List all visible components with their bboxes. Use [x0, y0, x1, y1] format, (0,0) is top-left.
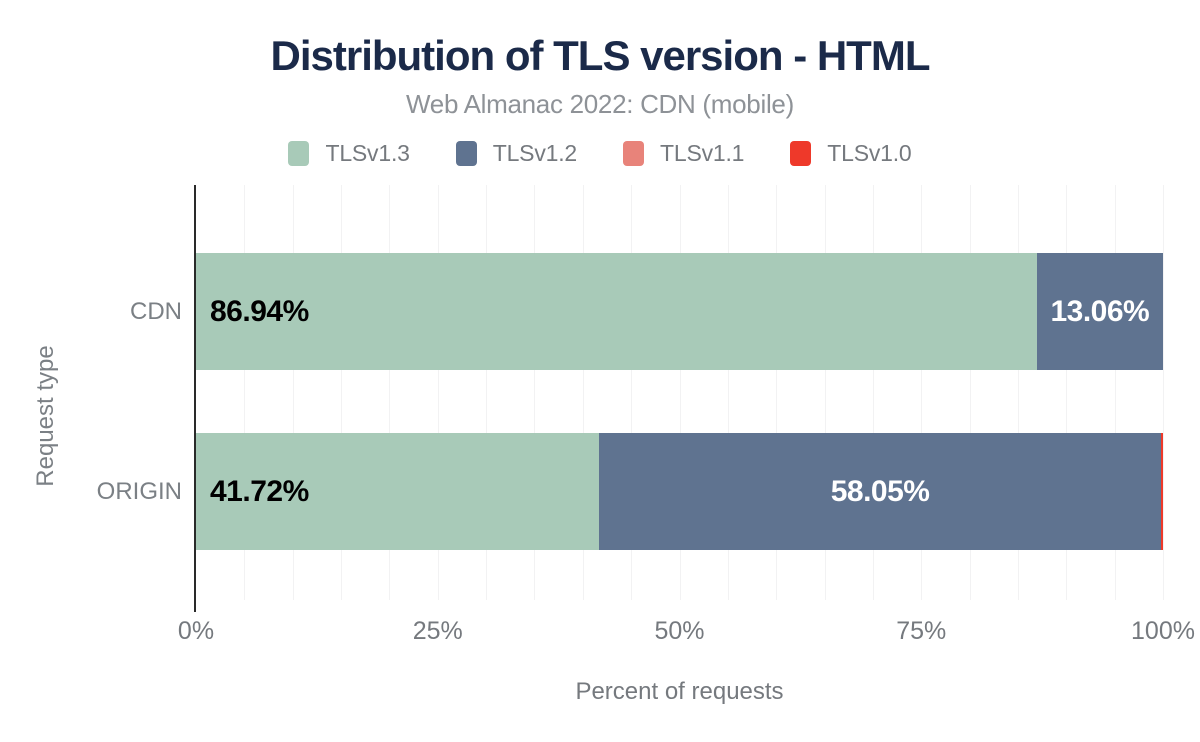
gridline-90pct	[1066, 185, 1068, 600]
bar-origin: 41.72% 58.05%	[196, 433, 1163, 550]
legend-label-tlsv1.3: TLSv1.3	[325, 140, 410, 166]
x-tick-label-50: 50%	[654, 617, 705, 645]
gridline-70pct	[872, 185, 874, 600]
chart-title: Distribution of TLS version - HTML	[270, 32, 931, 79]
gridline-55pct	[727, 185, 729, 600]
gridline-100pct	[1163, 185, 1164, 600]
gridline-75pct	[921, 185, 923, 600]
data-label-origin-tlsv1.3: 41.72%	[210, 474, 309, 508]
gridline-25pct	[437, 185, 439, 600]
y-category-label-cdn: CDN	[130, 297, 182, 325]
legend-swatch-tlsv1.1	[623, 141, 644, 166]
gridline-45pct	[631, 185, 633, 600]
legend-item-tlsv1.0: TLSv1.0	[790, 140, 912, 167]
data-label-origin-tlsv1.2: 58.05%	[830, 474, 930, 508]
bar-segment-origin-tlsv1.3: 41.72%	[196, 433, 600, 550]
plot-area: 86.94% 13.06% 41.72% 58.05%	[196, 185, 1164, 600]
gridline-40pct	[582, 185, 584, 600]
gridline-30pct	[486, 185, 488, 600]
legend-item-tlsv1.2: TLSv1.2	[455, 140, 577, 167]
legend-swatch-tlsv1.2	[455, 141, 477, 166]
gridline-50pct	[679, 185, 681, 600]
x-tick-label-75: 75%	[896, 617, 947, 645]
gridline-10pct	[292, 185, 294, 600]
gridline-85pct	[1017, 185, 1019, 600]
y-axis-line	[194, 185, 196, 612]
gridline-35pct	[534, 185, 536, 600]
legend-label-tlsv1.0: TLSv1.0	[827, 140, 912, 166]
gridline-65pct	[824, 185, 826, 600]
legend-item-tlsv1.3: TLSv1.3	[288, 140, 410, 167]
gridline-80pct	[969, 185, 971, 600]
y-category-label-origin: ORIGIN	[96, 477, 182, 505]
x-tick-label-0: 0%	[177, 617, 215, 645]
x-tick-label-25: 25%	[412, 617, 463, 645]
legend-swatch-tlsv1.3	[288, 141, 310, 166]
legend-label-tlsv1.2: TLSv1.2	[492, 140, 577, 166]
legend-swatch-tlsv1.0	[790, 141, 812, 166]
bar-segment-cdn-tlsv1.3: 86.94%	[196, 253, 1037, 370]
legend: TLSv1.3 TLSv1.2 TLSv1.1 TLSv1.0	[0, 140, 1200, 167]
bar-cdn: 86.94% 13.06%	[196, 253, 1163, 370]
bar-segment-origin-tlsv1.2: 58.05%	[599, 433, 1161, 550]
y-axis-title: Request type	[32, 345, 59, 487]
chart-subtitle: Web Almanac 2022: CDN (mobile)	[406, 89, 794, 119]
legend-label-tlsv1.1: TLSv1.1	[660, 140, 745, 166]
gridline-5pct	[244, 185, 246, 600]
gridline-15pct	[341, 185, 343, 600]
gridline-20pct	[389, 185, 391, 600]
bar-segment-origin-tlsv1.0	[1160, 433, 1163, 550]
x-axis-title: Percent of requests	[575, 678, 784, 705]
gridline-95pct	[1114, 185, 1116, 600]
data-label-cdn-tlsv1.2: 13.06%	[1050, 294, 1150, 328]
data-label-cdn-tlsv1.3: 86.94%	[210, 294, 309, 328]
x-tick-label-100: 100%	[1131, 617, 1195, 645]
legend-item-tlsv1.1: TLSv1.1	[623, 140, 744, 167]
gridline-60pct	[776, 185, 778, 600]
bar-segment-cdn-tlsv1.2: 13.06%	[1036, 253, 1163, 370]
